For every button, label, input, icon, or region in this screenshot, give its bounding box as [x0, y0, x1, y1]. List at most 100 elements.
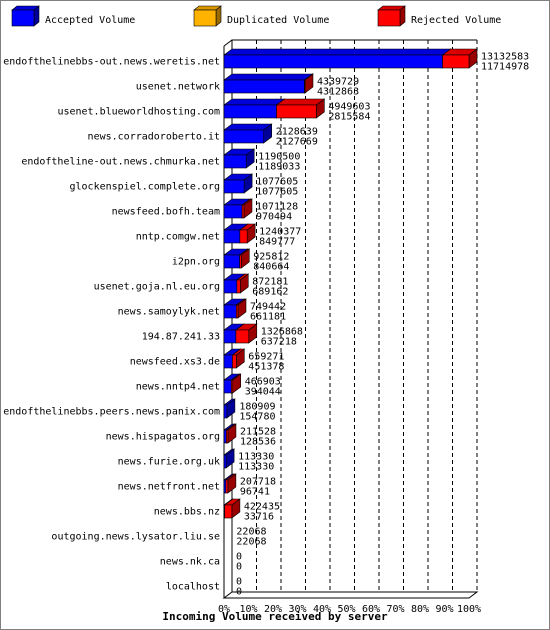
value-label-total: 0 — [236, 552, 242, 563]
bar-rejected — [241, 198, 253, 219]
value-label-accepted: 451378 — [248, 362, 284, 373]
bar-rejected — [238, 248, 251, 269]
value-label-accepted: 637218 — [261, 337, 297, 348]
bar-12 — [223, 348, 246, 369]
category-label: i2pn.org — [172, 257, 220, 268]
x-axis-ticks: 0% 10% 20% 30% 40% 50% 60% 70% 80% 90% 100% — [218, 604, 481, 615]
x-tick-label: 70% — [386, 604, 404, 615]
x-tick-label: 40% — [313, 604, 331, 615]
bar-rejected — [230, 373, 242, 394]
bar-rejected — [225, 423, 237, 444]
category-label: 194.87.241.33 — [142, 332, 220, 343]
category-label: endoftheline-out.news.chmurka.net — [21, 157, 220, 168]
x-tick-label: 90% — [435, 604, 453, 615]
value-label-total: 113330 — [238, 452, 274, 463]
value-label-accepted: 970494 — [256, 212, 292, 223]
category-label: news.nntp4.net — [136, 382, 220, 393]
value-label-total: 0 — [236, 577, 242, 588]
bar-2 — [223, 98, 326, 119]
value-label-accepted: 96741 — [240, 487, 270, 498]
value-label-total: 2128639 — [276, 127, 318, 138]
value-label-accepted: 113330 — [238, 462, 274, 473]
x-tick-label: 20% — [264, 604, 282, 615]
bar-11 — [223, 323, 258, 344]
category-label: news.bbs.nz — [154, 507, 220, 518]
bar-7 — [223, 223, 257, 244]
value-label-total: 466903 — [245, 377, 281, 388]
value-label-accepted: 33716 — [244, 512, 274, 523]
value-label-accepted: 661181 — [250, 312, 286, 323]
value-label-total: 1077605 — [256, 177, 298, 188]
bar-15 — [223, 423, 237, 444]
category-label: endofthelinebbs.peers.news.panix.com — [3, 407, 220, 418]
floor — [222, 591, 479, 599]
x-tick-label: 60% — [362, 604, 380, 615]
bar-rejected — [234, 323, 258, 344]
legend-label-accepted: Accepted Volume — [45, 15, 135, 26]
bar-8 — [223, 248, 251, 269]
category-label: news.nk.ca — [160, 557, 220, 568]
value-label-accepted: 154780 — [239, 412, 275, 423]
bar-accepted — [223, 148, 256, 169]
category-label: usenet.goja.nl.eu.org — [94, 282, 220, 293]
bar-accepted — [223, 48, 452, 69]
value-label-total: 925812 — [253, 252, 289, 263]
value-label-total: 872181 — [252, 277, 288, 288]
bar-4 — [223, 148, 256, 169]
bar-rejected — [223, 498, 241, 519]
bar-accepted — [223, 173, 254, 194]
value-label-total: 659271 — [248, 352, 284, 363]
x-tick-label: 0% — [218, 604, 230, 615]
category-label: glockenspiel.complete.org — [69, 182, 220, 193]
bar-10 — [223, 298, 247, 319]
value-label-total: 211528 — [240, 427, 276, 438]
category-label: outgoing.news.lysator.liu.se — [51, 532, 220, 543]
x-axis-title: Incoming Volume received by server — [162, 610, 388, 623]
value-label-total: 1071128 — [256, 202, 298, 213]
category-label: news.furie.org.uk — [118, 457, 220, 468]
bar-13 — [223, 373, 242, 394]
bar-17 — [223, 473, 237, 494]
category-label: news.netfront.net — [118, 482, 220, 493]
value-label-total: 749442 — [250, 302, 286, 313]
bar-0 — [223, 48, 478, 69]
bar-rejected — [224, 473, 237, 494]
bar-1 — [223, 73, 314, 94]
value-label-accepted: 0 — [236, 587, 242, 598]
bar-accepted — [223, 98, 286, 119]
bar-accepted — [223, 123, 273, 144]
legend-label-rejected: Rejected Volume — [411, 15, 501, 26]
x-tick-label: 50% — [337, 604, 355, 615]
value-label-total: 22068 — [236, 527, 266, 538]
category-label: newsfeed.bofh.team — [112, 207, 220, 218]
value-label-total: 1190500 — [258, 152, 300, 163]
x-tick-label: 30% — [288, 604, 306, 615]
value-label-total: 13132583 — [481, 52, 529, 63]
value-label-accepted: 128536 — [240, 437, 276, 448]
legend-swatch-accepted — [11, 5, 40, 27]
plot-area — [222, 39, 479, 599]
category-label: newsfeed.xs3.de — [130, 357, 220, 368]
bar-rejected — [235, 273, 250, 294]
value-label-accepted: 4312863 — [317, 87, 359, 98]
value-label-accepted: 689162 — [252, 287, 288, 298]
value-label-total: 1240377 — [259, 227, 301, 238]
value-label-accepted: 849777 — [259, 237, 295, 248]
bar-rejected — [238, 223, 257, 244]
value-label-accepted: 394044 — [245, 387, 281, 398]
value-label-accepted: 2127669 — [276, 137, 318, 148]
bar-14 — [223, 398, 236, 419]
legend: Accepted Volume Duplicated Volume Rejected… — [11, 5, 501, 27]
value-label-accepted: 1077605 — [256, 187, 298, 198]
value-label-total: 422435 — [244, 502, 280, 513]
value-label-accepted: 1189033 — [258, 162, 300, 173]
value-label-accepted: 0 — [236, 562, 242, 573]
bar-accepted — [223, 398, 236, 419]
value-label-total: 4339729 — [317, 77, 359, 88]
legend-label-duplicated: Duplicated Volume — [227, 15, 329, 26]
value-label-total: 207718 — [240, 477, 276, 488]
bar-5 — [223, 173, 254, 194]
bar-6 — [223, 198, 253, 219]
